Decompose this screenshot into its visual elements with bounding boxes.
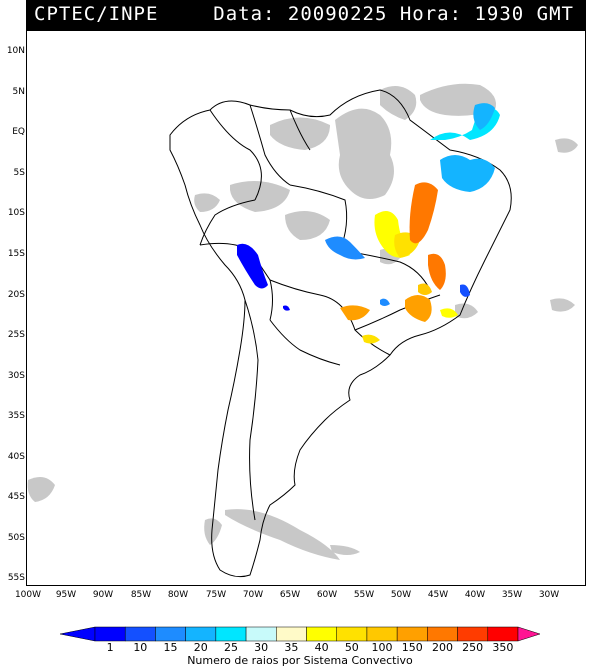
legend-swatch (215, 626, 247, 642)
legend-class-label: 25 (223, 641, 238, 654)
legend-class-label: 1 (106, 641, 114, 654)
lon-label: 70W (242, 590, 264, 600)
legend-title: Numero de raios por Sistema Convectivo (187, 654, 413, 667)
legend-class-label: 50 (344, 641, 359, 654)
lon-label: 45W (427, 590, 449, 600)
lon-label: 50W (390, 590, 412, 600)
lon-label: 75W (205, 590, 227, 600)
lon-label: 30W (538, 590, 560, 600)
lat-label: 35S (7, 411, 25, 421)
legend-class-label: 350 (492, 641, 514, 654)
lat-label: 45S (7, 492, 25, 502)
legend-swatch (427, 626, 458, 642)
legend-swatch (487, 626, 519, 642)
lon-label: 95W (55, 590, 77, 600)
lat-label: 30S (7, 371, 25, 381)
lon-label: 80W (167, 590, 189, 600)
lat-label: 15S (7, 249, 25, 259)
legend-swatch (94, 626, 126, 642)
legend-class-label: 200 (431, 641, 453, 654)
legend-class-label: 40 (314, 641, 329, 654)
legend-swatch (124, 626, 156, 642)
map-header: CPTEC/INPE Data: 20090225 Hora: 1930 GMT (26, 0, 586, 30)
lat-label: 55S (7, 573, 25, 583)
legend-swatch (366, 626, 398, 642)
lon-label: 90W (92, 590, 114, 600)
legend-swatch (185, 626, 217, 642)
legend-swatch (396, 626, 428, 642)
lat-label: 5N (12, 87, 25, 97)
legend-swatch (457, 626, 489, 642)
lat-label: 20S (7, 290, 25, 300)
lat-label: EQ (12, 127, 25, 137)
lat-label: 10S (7, 208, 25, 218)
lon-label: 65W (279, 590, 301, 600)
convective-systems (237, 103, 500, 344)
legend-low-arrow (59, 626, 96, 642)
legend-class-label: 30 (254, 641, 269, 654)
legend-class-label: 35 (284, 641, 299, 654)
lat-label: 10N (6, 46, 25, 56)
legend-swatch (245, 626, 277, 642)
legend-class-label: 10 (133, 641, 148, 654)
lon-label: 55W (353, 590, 375, 600)
legend-class-label: 20 (193, 641, 208, 654)
legend-class-label: 150 (401, 641, 423, 654)
lon-label: 85W (130, 590, 152, 600)
legend-swatch (336, 626, 368, 642)
legend-swatch (155, 626, 186, 642)
legend-swatch (306, 626, 337, 642)
lon-label: 40W (464, 590, 486, 600)
legend-class-label: 100 (371, 641, 393, 654)
lon-label: 60W (316, 590, 338, 600)
lat-label: 40S (7, 452, 25, 462)
lat-label: 50S (7, 533, 25, 543)
legend-swatch (276, 626, 307, 642)
legend-class-label: 250 (462, 641, 484, 654)
datetime-label: Data: 20090225 Hora: 1930 GMT (213, 3, 574, 25)
lon-label: 35W (501, 590, 523, 600)
source-label: CPTEC/INPE (34, 3, 159, 25)
legend-class-label: 15 (163, 641, 178, 654)
map-frame (26, 30, 586, 586)
legend-high-arrow (517, 626, 541, 642)
lon-label: 100W (14, 590, 42, 600)
lat-label: 25S (7, 330, 25, 340)
lat-label: 5S (13, 168, 25, 178)
